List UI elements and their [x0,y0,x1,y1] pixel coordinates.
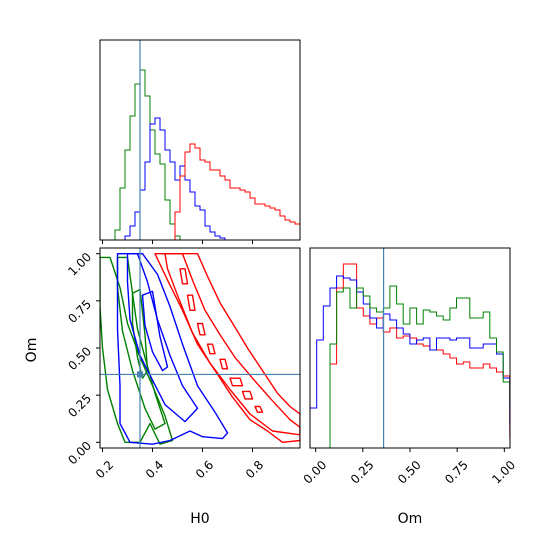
contour-xtick-label-2: 0.6 [193,458,216,481]
contour-series-2-level-2 [179,268,189,285]
contour-series-2-level-8 [241,390,254,400]
hist-Om-xtick-label-3: 0.75 [442,458,471,487]
contour-series-2-level-1 [164,252,300,436]
contour-series-2-level-6 [219,358,229,370]
hist-H0-series-1 [100,117,300,240]
x-axis-label-Om: Om [398,511,423,527]
contour-series-0-level-0 [100,256,174,445]
y-axis-label: Om [24,338,40,363]
hist-H0-frame [99,39,301,241]
contour-series-0-level-1 [116,256,166,430]
contour-panel: 0.2 0.4 0.6 0.8 0.00 0.25 0.50 0.75 1.00 [65,247,301,481]
contour-ytick-label-4: 1.00 [65,250,94,279]
contour-series-2-level-9 [254,405,264,413]
contour-series-1-level-2 [141,290,169,372]
x-axis-label-H0: H0 [190,511,209,527]
hist-Om-panel: 0.00 0.25 0.50 0.75 1.00 [301,247,518,487]
hist-H0-series-2 [100,143,300,240]
contour-series-1-level-0 [116,252,229,445]
contour-series-2-level-0 [154,252,300,443]
contour-xtick-label-0: 0.2 [93,458,116,481]
contour-series-2-level-7 [229,377,244,387]
contour-series-2-level-4 [196,322,206,336]
contour-ytick-label-2: 0.50 [65,344,94,373]
contour-ytick-label-0: 0.00 [65,439,94,468]
hist-Om-xtick-label-4: 1.00 [489,458,518,487]
hist-Om-xtick-label-1: 0.25 [348,458,377,487]
hist-Om-series-1 [310,275,510,448]
hist-Om-series-2 [310,285,510,448]
contour-xtick-label-1: 0.4 [143,458,166,481]
contour-xtick-label-3: 0.8 [243,458,266,481]
contour-series-2-level-5 [206,343,216,355]
truth-marker [137,371,143,378]
contour-series-1-level-1 [126,252,199,423]
contour-series-2-level-3 [186,294,196,311]
hist-Om-xtick-label-0: 0.00 [301,458,330,487]
contour-ytick-label-1: 0.25 [65,391,94,420]
hist-Om-xtick-label-2: 0.50 [395,458,424,487]
hist-H0-panel [99,39,301,244]
contour-ytick-label-3: 0.75 [65,297,94,326]
